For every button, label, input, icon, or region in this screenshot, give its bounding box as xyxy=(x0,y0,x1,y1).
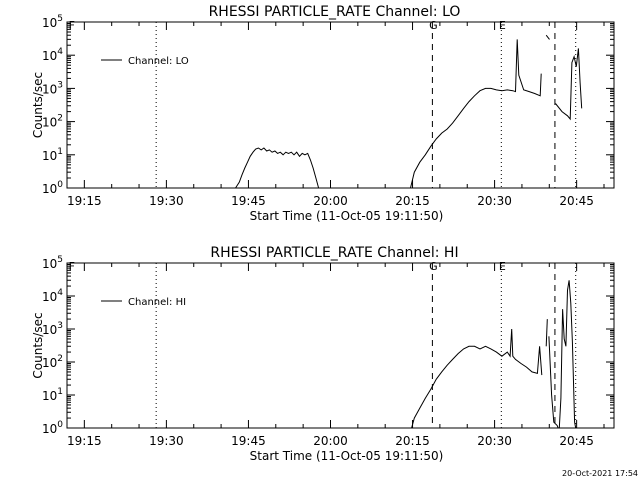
plot-frame xyxy=(66,21,615,189)
y-tick-label: 103 xyxy=(42,321,63,337)
event-marker-label: G xyxy=(429,19,438,32)
chart-title: RHESSI PARTICLE_RATE Channel: HI xyxy=(210,245,458,261)
x-axis-label: Start Time (11-Oct-05 19:11:50) xyxy=(250,209,444,223)
x-tick-label: 20:15 xyxy=(395,434,430,448)
legend-label: Channel: HI xyxy=(128,297,186,308)
chart-title: RHESSI PARTICLE_RATE Channel: LO xyxy=(209,4,461,20)
event-marker-label: E xyxy=(499,260,506,273)
y-tick-label: 100 xyxy=(42,180,63,196)
legend-label: Channel: LO xyxy=(128,56,189,67)
series-line-segment xyxy=(555,48,583,121)
lo-channel-panel: RHESSI PARTICLE_RATE Channel: LO 19:15 19:… xyxy=(31,4,615,223)
hi-channel-panel: RHESSI PARTICLE_RATE Channel: HI 19:15 19:… xyxy=(31,245,615,463)
series-line-segment xyxy=(558,280,577,428)
series-line-segment xyxy=(411,328,543,428)
x-tick-label: 19:30 xyxy=(149,434,184,448)
x-tick-label: 19:15 xyxy=(67,194,102,208)
y-axis-label: Counts/sec xyxy=(31,312,45,378)
x-tick-label: 19:45 xyxy=(231,194,266,208)
series-line-segment xyxy=(545,34,550,40)
y-tick-label: 100 xyxy=(42,420,63,436)
event-marker-label: E xyxy=(499,19,506,32)
x-tick-label: 19:15 xyxy=(67,434,102,448)
y-tick-label: 102 xyxy=(42,114,63,130)
y-tick-label: 104 xyxy=(42,288,63,304)
y-tick-label: 105 xyxy=(42,255,63,271)
series-line-segment xyxy=(548,336,559,428)
y-tick-label: 101 xyxy=(42,147,63,163)
x-axis-label: Start Time (11-Oct-05 19:11:50) xyxy=(250,449,444,463)
series-line-segment xyxy=(545,319,548,347)
x-tick-label: 20:30 xyxy=(477,194,512,208)
y-tick-label: 104 xyxy=(42,47,63,63)
x-tick-label: 19:30 xyxy=(149,194,184,208)
y-tick-label: 101 xyxy=(42,387,63,403)
x-tick-label: 20:00 xyxy=(313,434,348,448)
y-tick-label: 105 xyxy=(42,14,63,30)
y-tick-label: 102 xyxy=(42,354,63,370)
x-tick-label: 20:30 xyxy=(477,434,512,448)
x-tick-label: 20:00 xyxy=(313,194,348,208)
x-tick-label: 20:45 xyxy=(559,434,594,448)
event-marker-label: F xyxy=(69,19,75,32)
y-axis-label: Counts/sec xyxy=(31,72,45,138)
x-tick-label: 19:45 xyxy=(231,434,266,448)
event-marker-label: G xyxy=(429,260,438,273)
series-line-segment xyxy=(410,39,542,188)
series-line-segment xyxy=(235,147,320,188)
y-tick-label: 103 xyxy=(42,80,63,96)
event-marker-label: F xyxy=(69,260,75,273)
generated-timestamp: 20-Oct-2021 17:54 xyxy=(562,469,638,478)
plot-frame xyxy=(66,262,615,429)
x-tick-label: 20:45 xyxy=(559,194,594,208)
x-tick-label: 20:15 xyxy=(395,194,430,208)
